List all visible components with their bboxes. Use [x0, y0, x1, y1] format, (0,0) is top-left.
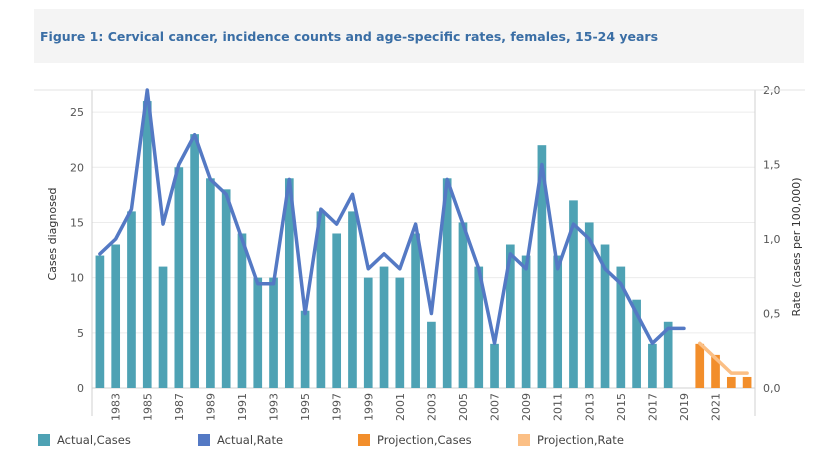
bar [411, 233, 420, 388]
legend-swatch-projection-rate [518, 434, 530, 446]
bar [158, 266, 168, 388]
bar [316, 211, 326, 388]
bar [253, 277, 263, 388]
legend-label: Actual,Rate [217, 433, 284, 447]
bar [505, 244, 515, 388]
bar [379, 266, 389, 388]
legend-item-actual-rate[interactable]: Actual,Rate [198, 432, 283, 448]
y2-tick-label: 1,5 [763, 159, 781, 172]
x-tick-label: 2021 [710, 393, 723, 421]
x-tick-label: 1989 [204, 393, 217, 421]
bar [142, 101, 152, 388]
legend-label: Actual,Cases [57, 433, 131, 447]
x-tick-label: 1995 [299, 393, 312, 421]
y2-tick-label: 0,0 [763, 382, 781, 395]
x-tick-label: 1991 [236, 393, 249, 421]
bar [269, 277, 278, 388]
bar [221, 189, 231, 388]
bar [600, 244, 610, 388]
y-tick-label: 20 [70, 161, 84, 174]
y-axis-title: Cases diagnosed [46, 187, 59, 280]
bar [742, 376, 752, 388]
x-tick-label: 2009 [520, 393, 533, 421]
y-tick-label: 25 [70, 106, 84, 119]
legend-item-projection-rate[interactable]: Projection,Rate [518, 432, 624, 448]
bar [474, 266, 484, 388]
bar [632, 299, 641, 388]
bar [521, 255, 531, 388]
bar [569, 200, 578, 388]
bar [427, 321, 436, 388]
y-tick-label: 5 [77, 327, 84, 340]
bar [348, 211, 357, 388]
bar [648, 343, 657, 388]
bar [695, 343, 705, 388]
x-tick-label: 1993 [268, 393, 281, 421]
bar [174, 167, 184, 388]
x-tick-label: 1997 [331, 393, 344, 421]
x-tick-label: 1987 [173, 393, 186, 421]
bar [395, 277, 405, 388]
x-tick-label: 2003 [425, 393, 438, 421]
legend-swatch-actual-rate [198, 434, 210, 446]
y-tick-label: 0 [77, 382, 84, 395]
bar [95, 255, 105, 388]
x-tick-label: 2017 [646, 393, 659, 421]
x-tick-label: 1985 [141, 393, 154, 421]
bar [553, 255, 563, 388]
bar [726, 376, 736, 388]
bar [537, 145, 547, 388]
y-tick-label: 10 [70, 272, 84, 285]
rate-line [698, 341, 749, 375]
bar [458, 222, 468, 388]
x-tick-label: 2011 [552, 393, 565, 421]
bar [190, 134, 199, 388]
y-tick-label: 15 [70, 216, 84, 229]
x-tick-label: 2013 [583, 393, 596, 421]
bar [584, 222, 594, 388]
y2-tick-label: 0,5 [763, 308, 781, 321]
x-tick-label: 2001 [394, 393, 407, 421]
legend-label: Projection,Cases [377, 433, 472, 447]
rate-line [98, 88, 686, 346]
x-tick-label: 2015 [615, 393, 628, 421]
legend-item-projection-cases[interactable]: Projection,Cases [358, 432, 472, 448]
bar [616, 266, 626, 388]
x-tick-label: 2007 [489, 393, 502, 421]
bar [127, 211, 136, 388]
y2-axis-title: Rate (cases per 100,000) [790, 177, 803, 316]
bar [363, 277, 373, 388]
bar [490, 343, 499, 388]
x-tick-label: 1983 [110, 393, 123, 421]
bar [237, 233, 247, 388]
bar [332, 233, 342, 388]
legend-swatch-projection-cases [358, 434, 370, 446]
bar [284, 178, 294, 388]
bar [711, 354, 720, 388]
chart-title: Figure 1: Cervical cancer, incidence cou… [40, 29, 659, 44]
x-tick-label: 2005 [457, 393, 470, 421]
bar [442, 178, 452, 388]
legend-label: Projection,Rate [537, 433, 624, 447]
x-tick-label: 2019 [678, 393, 691, 421]
y2-tick-label: 1,0 [763, 233, 781, 246]
bar [663, 321, 673, 388]
x-tick-label: 1999 [362, 393, 375, 421]
legend-swatch-actual-cases [38, 434, 50, 446]
bar [206, 178, 215, 388]
bar [300, 310, 310, 388]
title-band [34, 9, 804, 63]
legend-item-actual-cases[interactable]: Actual,Cases [38, 432, 131, 448]
bar [111, 244, 121, 388]
